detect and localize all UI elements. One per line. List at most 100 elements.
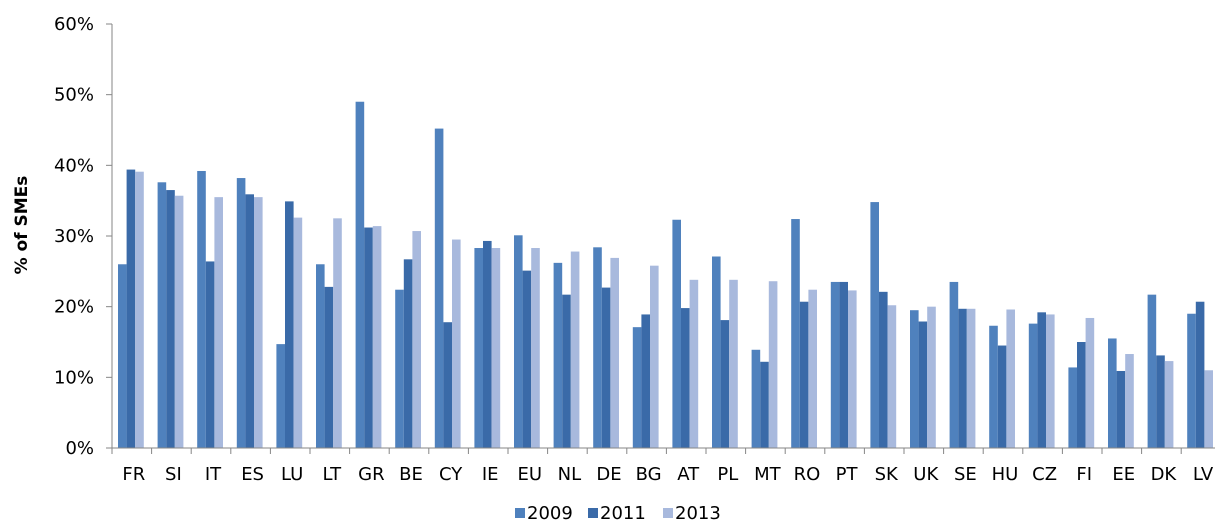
y-tick-label: 30% — [54, 226, 94, 247]
bar-IT-2009 — [197, 170, 206, 448]
x-tick-label: NL — [558, 464, 582, 485]
bar-IE-2011 — [483, 240, 492, 448]
bar-BE-2013 — [412, 231, 421, 448]
x-tick-label: LU — [281, 464, 303, 485]
bar-UK-2013 — [927, 306, 936, 448]
bar-PL-2011 — [720, 320, 730, 448]
x-tick-label: LT — [323, 464, 343, 485]
bar-IE-2013 — [491, 248, 501, 448]
bar-HU-2013 — [1006, 309, 1015, 448]
x-tick-label: LV — [1193, 464, 1214, 485]
x-tick-label: BE — [399, 464, 423, 485]
bar-RO-2011 — [799, 301, 809, 448]
x-tick-label: HU — [992, 464, 1019, 485]
x-tick-label: GR — [358, 464, 384, 485]
y-axis-ticks: 0% 10% 20% 30% 40% 50% 60% — [54, 14, 112, 459]
bar-MT-2011 — [760, 361, 769, 448]
x-tick-label: MT — [754, 464, 782, 485]
bar-GR-2011 — [364, 227, 373, 448]
bar-LU-2013 — [293, 217, 303, 448]
bar-HU-2011 — [997, 345, 1007, 448]
bar-AT-2009 — [672, 219, 681, 448]
x-tick-label: DE — [596, 464, 621, 485]
bar-LT-2011 — [324, 286, 334, 448]
bar-EE-2011 — [1116, 370, 1126, 448]
legend-label: 2013 — [675, 503, 721, 522]
bar-IE-2009 — [474, 248, 483, 448]
bar-FI-2009 — [1068, 367, 1077, 448]
bar-CY-2013 — [452, 239, 461, 448]
bar-UK-2009 — [910, 310, 919, 448]
bar-FR-2013 — [135, 171, 144, 448]
bar-SE-2011 — [958, 308, 967, 448]
series-2011 — [126, 169, 1205, 449]
bar-BE-2011 — [403, 259, 413, 448]
bar-DK-2013 — [1164, 361, 1174, 448]
bar-LV-2011 — [1195, 301, 1205, 448]
bar-DK-2011 — [1156, 355, 1165, 448]
y-tick-label: 0% — [65, 438, 94, 459]
bar-PL-2009 — [712, 256, 721, 448]
bar-IT-2013 — [214, 197, 223, 448]
bar-SI-2013 — [174, 195, 184, 448]
x-tick-label: FI — [1076, 464, 1092, 485]
bar-LU-2009 — [276, 344, 285, 448]
x-tick-label: ES — [241, 464, 264, 485]
bar-IT-2011 — [205, 261, 215, 448]
bar-ES-2011 — [245, 194, 254, 448]
series-2009 — [118, 101, 1196, 448]
bar-EU-2011 — [522, 270, 532, 448]
bar-SK-2011 — [879, 291, 888, 448]
x-tick-label: CZ — [1032, 464, 1057, 485]
y-tick-label: 60% — [54, 14, 94, 35]
legend-label: 2009 — [527, 503, 573, 522]
bar-MT-2009 — [751, 349, 761, 448]
bar-GR-2009 — [355, 101, 365, 448]
y-tick-label: 10% — [54, 367, 94, 388]
x-tick-label: SK — [875, 464, 899, 485]
x-tick-label: EE — [1112, 464, 1135, 485]
x-tick-label: CY — [439, 464, 463, 485]
legend-swatch — [515, 508, 525, 518]
bar-SK-2013 — [887, 305, 897, 448]
bar-DE-2011 — [601, 287, 611, 448]
x-tick-label: IT — [205, 464, 222, 485]
bar-CY-2009 — [434, 128, 444, 448]
bar-NL-2011 — [562, 294, 571, 448]
series-2013 — [135, 171, 1213, 448]
bar-BG-2011 — [641, 314, 650, 448]
bar-DE-2009 — [593, 247, 602, 448]
bar-SI-2009 — [157, 182, 167, 448]
legend-item-2013: 2013 — [663, 503, 721, 522]
bar-EE-2013 — [1125, 354, 1134, 448]
x-tick-label: FR — [122, 464, 145, 485]
bar-LV-2009 — [1187, 313, 1196, 448]
x-tick-label: PL — [717, 464, 738, 485]
bar-SI-2011 — [166, 190, 175, 449]
bar-DE-2013 — [610, 257, 619, 448]
bar-GR-2013 — [372, 226, 382, 448]
bar-CY-2011 — [443, 322, 452, 448]
bar-BE-2009 — [395, 289, 404, 448]
x-axis-ticks: FR SI IT ES LU LT GR BE CY IE EU NL DE BG AT PL MT RO PT SK… — [111, 448, 1214, 485]
y-tick-label: 50% — [54, 85, 94, 106]
bar-SE-2013 — [966, 308, 976, 448]
bar-EU-2013 — [531, 248, 540, 448]
bar-DK-2009 — [1147, 294, 1157, 448]
bar-PT-2013 — [848, 290, 857, 448]
legend-swatch — [663, 508, 673, 518]
bar-LT-2013 — [333, 218, 342, 448]
bar-LV-2013 — [1204, 370, 1213, 448]
y-tick-label: 40% — [54, 155, 94, 176]
bar-EE-2009 — [1108, 338, 1117, 448]
legend-item-2009: 2009 — [515, 503, 573, 522]
bar-MT-2013 — [768, 281, 778, 448]
bar-SE-2009 — [949, 281, 959, 448]
x-tick-label: IE — [482, 464, 499, 485]
bar-NL-2009 — [553, 262, 563, 448]
x-tick-label: UK — [913, 464, 939, 485]
bar-RO-2009 — [791, 219, 800, 448]
bar-RO-2013 — [808, 289, 817, 448]
bar-BG-2009 — [632, 327, 642, 448]
bar-AT-2013 — [689, 279, 699, 448]
